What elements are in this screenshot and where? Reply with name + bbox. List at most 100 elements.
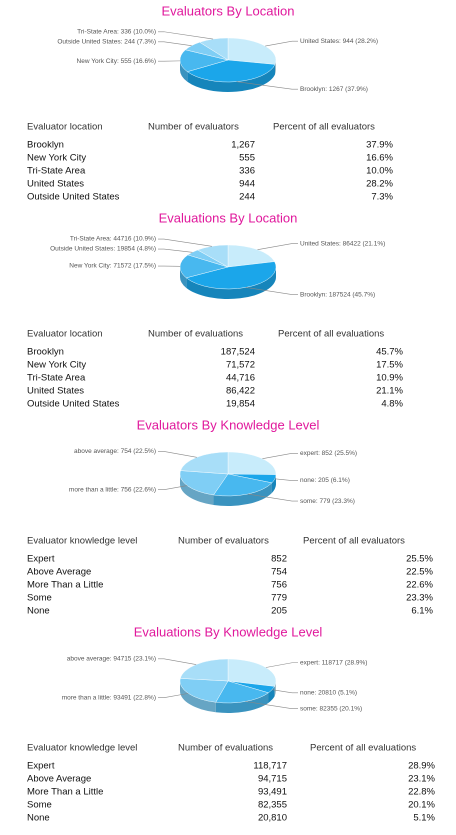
slice-side [180,267,187,288]
column-header: Number of evaluations [148,329,243,340]
table-cell: New York City [27,360,86,371]
slice-label: none: 205 (6.1%) [300,477,350,484]
table-cell: More Than a Little [27,787,103,798]
slice-label: Outside United States: 19854 (4.8%) [50,246,156,253]
table-cell: 944 [239,179,255,190]
table-cell: 23.3% [406,593,433,604]
pie-slice [185,261,277,290]
slice-side [186,267,276,300]
column-header: Percent of all evaluators [303,536,405,547]
table-cell: 93,491 [258,787,287,798]
slice-side [180,60,188,82]
leader-line [236,81,298,90]
pie-slice [215,680,269,704]
slice-label: Tri-State Area: 44716 (10.9%) [70,236,156,243]
table-cell: 86,422 [226,386,255,397]
table-cell: Above Average [27,567,91,578]
table-cell: None [27,606,50,617]
slice-label: Outside United States: 244 (7.3%) [57,38,156,45]
pie-slice [179,254,229,279]
table-cell: 37.9% [366,140,393,151]
table-cell: 118,717 [253,761,287,772]
table-cell: 21.1% [376,386,403,397]
slice-label: Brooklyn: 1267 (37.9%) [300,86,368,93]
slice-label: above average: 94715 (23.1%) [67,655,156,662]
table-cell: 16.6% [366,153,393,164]
leader-line [158,41,192,46]
column-header: Evaluator knowledge level [27,536,137,547]
slice-side [180,681,216,713]
leader-line [158,485,188,490]
table-cell: 22.6% [406,580,433,591]
column-header: Number of evaluators [148,122,239,133]
pie-slice [180,658,229,682]
pie-slice [179,678,229,703]
table-cell: Some [27,593,52,604]
pie-slice [180,451,229,475]
leader-line [245,287,298,295]
table-cell: 205 [271,606,287,617]
slice-side [213,482,272,506]
table-cell: 10.0% [366,166,393,177]
table-cell: Expert [27,761,55,772]
slice-side [275,60,276,75]
table-cell: Outside United States [27,192,120,203]
chart-title: Evaluators By Location [162,3,295,18]
table-cell: 28.2% [366,179,393,190]
table-cell: Above Average [27,774,91,785]
slice-label: Brooklyn: 187524 (45.7%) [300,291,375,298]
column-header: Evaluator knowledge level [27,743,137,754]
leader-line [262,453,298,459]
slice-label: United States: 86422 (21.1%) [300,240,385,247]
table-cell: 44,716 [226,373,255,384]
table-cell: Tri-State Area [27,373,86,384]
leader-line [158,31,214,40]
table-cell: 7.3% [371,192,393,203]
leader-line [265,662,298,668]
table-cell: 5.1% [413,813,435,824]
column-header: Percent of all evaluations [310,743,416,754]
column-header: Percent of all evaluations [278,329,384,340]
slice-side [274,681,276,697]
pie-slice [179,470,229,496]
slice-label: more than a little: 756 (22.6%) [69,486,156,493]
leader-line [257,243,298,250]
table-cell: Some [27,800,52,811]
leader-line [158,248,193,253]
leader-line [272,689,298,694]
slice-label: none: 20810 (5.1%) [300,689,357,696]
column-header: Percent of all evaluators [273,122,375,133]
column-header: Evaluator location [27,122,103,133]
table-cell: Tri-State Area [27,166,86,177]
table-cell: 23.1% [408,774,435,785]
slice-side [180,474,214,505]
slice-side [271,474,276,493]
table-cell: Outside United States [27,399,120,410]
table-cell: 4.8% [381,399,403,410]
leader-line [158,238,212,247]
slice-label: United States: 944 (28.2%) [300,38,378,45]
slice-label: expert: 852 (25.5%) [300,450,357,457]
table-cell: None [27,813,50,824]
pie-slice [179,49,229,72]
table-cell: New York City [27,153,86,164]
table-cell: 28.9% [408,761,435,772]
leader-line [158,693,189,698]
table-cell: United States [27,179,84,190]
table-cell: 17.5% [376,360,403,371]
pie-slice [227,37,277,65]
table-cell: 20.1% [408,800,435,811]
table-cell: 754 [271,567,287,578]
table-cell: 94,715 [258,774,287,785]
column-header: Evaluator location [27,329,103,340]
table-cell: 756 [271,580,287,591]
table-cell: 25.5% [406,554,433,565]
table-cell: 19,854 [226,399,255,410]
slice-label: New York City: 555 (16.6%) [77,58,156,65]
slice-label: some: 779 (23.3%) [300,498,355,505]
chart-title: Evaluations By Location [159,210,298,225]
table-cell: 555 [239,153,255,164]
slice-side [187,64,276,93]
slice-label: some: 82355 (20.1%) [300,705,362,712]
